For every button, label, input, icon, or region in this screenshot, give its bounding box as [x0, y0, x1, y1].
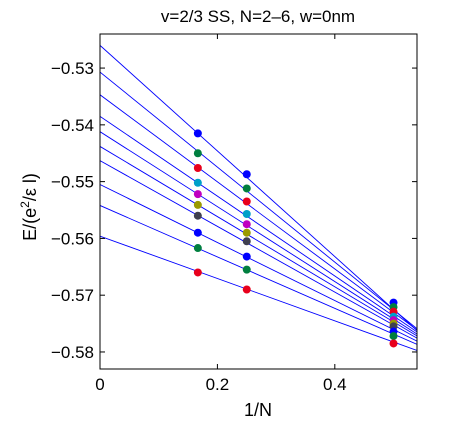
x-tick-label: 0: [95, 375, 104, 394]
fit-line-2: [100, 71, 417, 330]
data-point-s9-p3: [389, 332, 398, 341]
data-point-s10-p2: [242, 285, 251, 294]
fit-line-9: [100, 205, 417, 345]
data-point-s10-p1: [193, 268, 202, 277]
data-point-s10-p3: [389, 339, 398, 348]
fit-line-4: [100, 115, 417, 333]
fit-line-6: [100, 146, 417, 337]
y-tick-label: −0.58: [51, 343, 94, 362]
y-tick-label: −0.55: [51, 173, 94, 192]
x-axis-label: 1/N: [244, 400, 272, 420]
data-point-s4-p2: [242, 209, 251, 218]
data-point-s8-p2: [242, 252, 251, 261]
data-point-s8-p1: [193, 228, 202, 237]
y-axis-label-sup: 2: [18, 201, 32, 208]
data-point-s7-p1: [193, 211, 202, 220]
y-axis-label: E/(e2/ε l): [18, 173, 40, 241]
fit-line-1: [100, 45, 417, 331]
y-axis-label-tail: /ε l): [20, 173, 40, 201]
x-tick-label: 0.2: [206, 375, 230, 394]
data-point-s7-p2: [242, 237, 251, 246]
data-point-s1-p1: [193, 129, 202, 138]
y-tick-label: −0.54: [51, 116, 94, 135]
y-tick-label: −0.57: [51, 286, 94, 305]
fit-line-10: [100, 235, 417, 351]
fit-line-5: [100, 131, 417, 335]
data-point-s3-p2: [242, 197, 251, 206]
data-point-s5-p2: [242, 220, 251, 229]
chart-title: v=2/3 SS, N=2–6, w=0nm: [161, 7, 355, 26]
data-point-s4-p1: [193, 178, 202, 187]
data-point-s2-p1: [193, 149, 202, 158]
data-point-s1-p2: [242, 170, 251, 179]
y-axis-label-main: E/(e: [20, 208, 40, 241]
data-point-s2-p2: [242, 184, 251, 193]
data-point-s3-p1: [193, 164, 202, 172]
x-tick-label: 0.4: [323, 375, 347, 394]
data-point-s9-p1: [193, 244, 202, 253]
plot-area: 0 0.2 0.4 −0.53 −0.54 −0.55 −0.56 −0.57 −0.58: [51, 33, 418, 394]
fit-line-3: [100, 94, 417, 331]
fit-line-7: [100, 160, 417, 339]
data-point-s6-p2: [242, 228, 251, 237]
fit-line-8: [100, 184, 417, 342]
y-tick-label: −0.53: [51, 59, 94, 78]
data-point-s6-p1: [193, 200, 202, 209]
data-point-s5-p1: [193, 190, 202, 199]
data-point-s9-p2: [242, 265, 251, 274]
y-tick-label: −0.56: [51, 229, 94, 248]
plot-frame: [99, 33, 418, 370]
